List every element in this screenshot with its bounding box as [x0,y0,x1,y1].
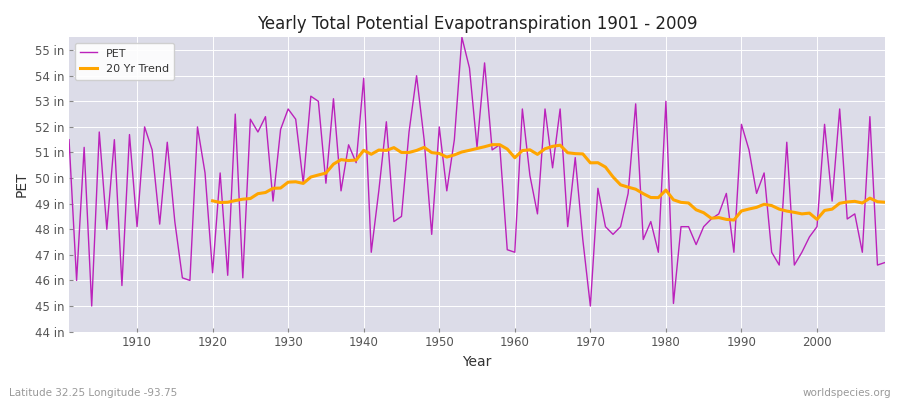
PET [517,106,527,111]
PET [456,35,467,40]
20 Yr Trend [411,148,422,153]
20 Yr Trend [494,142,505,147]
Y-axis label: PET: PET [15,172,29,197]
Line: 20 Yr Trend: 20 Yr Trend [212,145,885,220]
PET [86,304,97,308]
20 Yr Trend [879,200,890,205]
Title: Yearly Total Potential Evapotranspiration 1901 - 2009: Yearly Total Potential Evapotranspiratio… [256,15,698,33]
20 Yr Trend [298,181,309,186]
Legend: PET, 20 Yr Trend: PET, 20 Yr Trend [75,43,175,80]
Line: PET: PET [69,37,885,306]
PET [64,137,75,142]
PET [616,224,626,229]
20 Yr Trend [207,198,218,203]
20 Yr Trend [728,218,739,222]
PET [879,260,890,265]
20 Yr Trend [865,196,876,200]
20 Yr Trend [796,212,807,216]
X-axis label: Year: Year [463,355,491,369]
20 Yr Trend [683,201,694,206]
PET [343,142,354,147]
Text: Latitude 32.25 Longitude -93.75: Latitude 32.25 Longitude -93.75 [9,388,177,398]
PET [525,173,535,178]
Text: worldspecies.org: worldspecies.org [803,388,891,398]
20 Yr Trend [781,209,792,214]
PET [131,224,142,229]
PET [298,181,309,186]
